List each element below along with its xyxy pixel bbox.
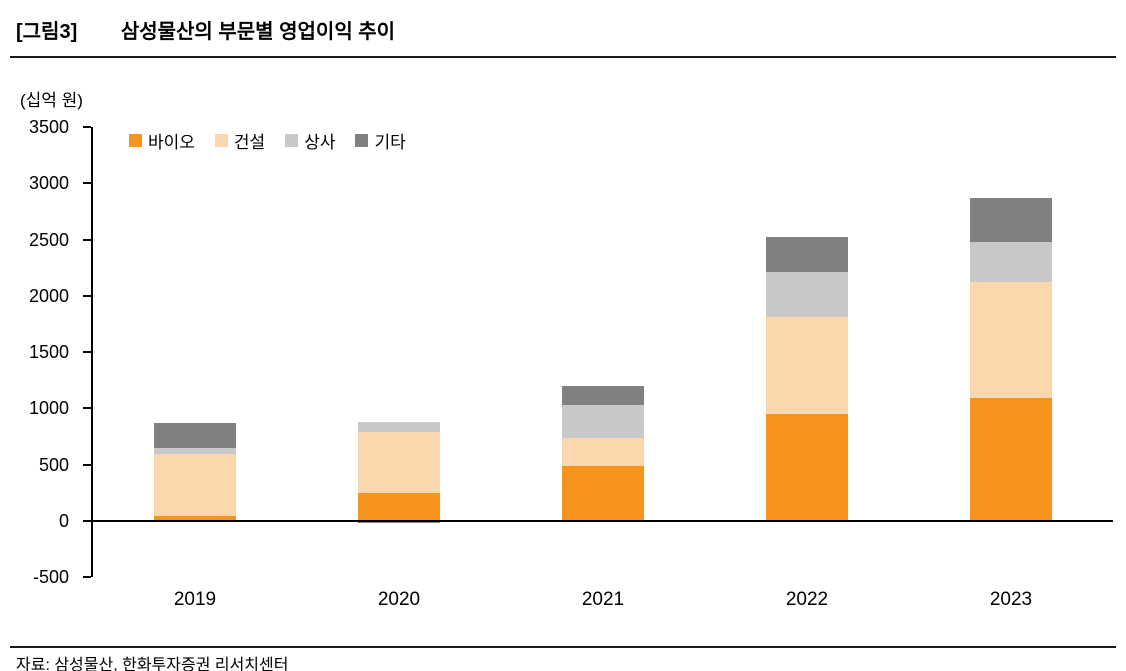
plot-area: 바이오 건설 상사 기타 (83, 126, 1113, 578)
bar-segment-바이오 (562, 465, 644, 521)
x-axis-label: 2023 (989, 589, 1033, 610)
legend-label: 바이오 (148, 133, 195, 152)
y-axis-tick-mark (83, 519, 91, 522)
bar-segment-기타 (766, 236, 848, 272)
y-axis-tick-label: 1500 (28, 342, 69, 362)
source-note: 자료: 삼성물산, 한화투자증권 리서치센터 (16, 657, 289, 671)
bar-segment-기타 (154, 423, 236, 449)
x-axis-label: 2020 (377, 589, 421, 610)
bar-segment-바이오 (358, 492, 440, 521)
legend-label: 상사 (304, 133, 336, 152)
x-axis-label: 2022 (785, 589, 829, 610)
y-axis-tick-label: 0 (58, 510, 69, 531)
y-axis-tick-mark (83, 351, 91, 353)
legend-item-건설: 건설 (214, 128, 266, 153)
bar-segment-건설 (766, 316, 848, 414)
bar-segment-상사 (562, 404, 644, 438)
figure-title: 삼성물산의 부문별 영업이익 추이 (120, 21, 396, 43)
legend-swatch (355, 134, 369, 147)
legend-swatch (129, 134, 142, 147)
y-axis-tick-label: 3500 (28, 117, 69, 137)
y-axis-tick-label: 2000 (28, 285, 69, 306)
y-axis-tick-mark (83, 182, 91, 185)
legend-swatch (285, 134, 299, 147)
bar-segment-바이오 (970, 398, 1052, 521)
bar-segment-건설 (154, 454, 236, 516)
y-axis-tick-label: 1000 (28, 398, 69, 419)
legend-item-상사: 상사 (285, 128, 335, 153)
legend: 바이오 건설 상사 기타 (129, 128, 406, 153)
bar-segment-상사 (766, 271, 848, 317)
y-axis-tick-mark (83, 463, 91, 466)
bar-segment-건설 (562, 437, 644, 466)
y-axis-tick-label: 2500 (28, 229, 69, 250)
legend-item-기타: 기타 (355, 128, 406, 153)
bar-segment-기타 (970, 198, 1052, 242)
y-axis-labels: 3500 3000 2500 2000 1500 1000 500 0 -500 (0, 117, 83, 587)
figure-tag: [그림3] (16, 21, 78, 43)
y-axis-unit-label: (십억 원) (20, 91, 83, 110)
bar-segment-바이오 (154, 515, 236, 521)
bar-segment-기타 (562, 385, 644, 405)
bar-segment-건설 (358, 431, 440, 493)
legend-swatch (214, 134, 228, 147)
x-axis-label: 2019 (173, 589, 217, 610)
bar-segment-상사 (358, 421, 440, 432)
bar-segment-상사 (154, 448, 236, 455)
x-axis-line (93, 519, 1113, 522)
y-axis-tick-label: -500 (32, 567, 69, 587)
legend-label: 건설 (233, 133, 266, 152)
bar-segment-건설 (970, 282, 1052, 399)
y-axis-tick-mark (83, 576, 91, 578)
header-divider (10, 56, 1116, 58)
bar-segment-바이오 (766, 413, 848, 521)
y-axis-tick-mark (83, 126, 91, 128)
footer-divider (10, 646, 1116, 648)
y-axis-tick-label: 500 (38, 454, 69, 475)
y-axis-line (91, 127, 93, 577)
legend-item-바이오: 바이오 (129, 128, 195, 153)
x-axis-label: 2021 (581, 589, 625, 610)
y-axis-tick-mark (83, 238, 91, 241)
y-axis-tick-mark (83, 407, 91, 410)
bar-segment-기타 (358, 520, 440, 523)
bar-segment-상사 (970, 241, 1052, 283)
x-axis-labels: 2019 2020 2021 2022 2023 (93, 589, 1113, 615)
y-axis-tick-mark (83, 294, 91, 297)
legend-label: 기타 (374, 133, 406, 152)
figure-header: [그림3] 삼성물산의 부문별 영업이익 추이 (16, 15, 395, 44)
y-axis-tick-label: 3000 (28, 173, 69, 194)
